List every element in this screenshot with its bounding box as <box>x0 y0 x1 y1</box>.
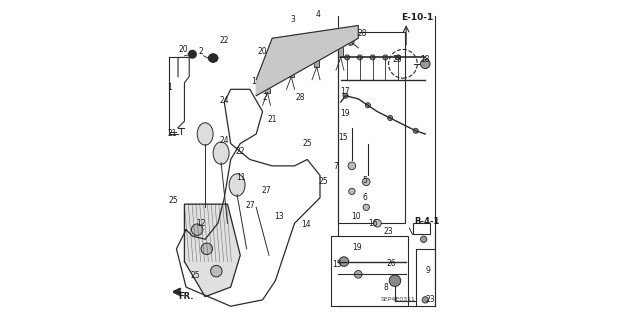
Circle shape <box>337 33 344 39</box>
Text: 17: 17 <box>340 87 349 96</box>
Text: 1: 1 <box>168 83 172 92</box>
Text: 21: 21 <box>168 129 177 138</box>
Text: 25: 25 <box>303 139 312 148</box>
Text: 6: 6 <box>362 193 367 202</box>
Text: 27: 27 <box>262 186 271 195</box>
Text: 25: 25 <box>191 271 200 280</box>
Text: 14: 14 <box>301 220 310 229</box>
Text: 23: 23 <box>426 295 436 304</box>
Circle shape <box>355 271 362 278</box>
Text: 5: 5 <box>362 176 367 185</box>
Text: 18: 18 <box>420 56 430 64</box>
Text: 27: 27 <box>245 201 255 210</box>
Text: 22: 22 <box>220 36 229 45</box>
Bar <box>338 38 343 57</box>
Ellipse shape <box>213 142 229 164</box>
Text: 8: 8 <box>383 283 388 292</box>
FancyBboxPatch shape <box>184 204 226 262</box>
Polygon shape <box>256 26 358 96</box>
Text: 24: 24 <box>220 136 229 145</box>
Text: 26: 26 <box>387 259 396 268</box>
Circle shape <box>396 55 401 60</box>
Circle shape <box>209 58 212 61</box>
Circle shape <box>365 103 371 108</box>
Text: 2: 2 <box>198 47 203 56</box>
Circle shape <box>343 93 348 98</box>
Circle shape <box>214 58 217 61</box>
Circle shape <box>374 219 381 227</box>
Bar <box>265 73 270 93</box>
Text: 23: 23 <box>384 227 394 236</box>
Circle shape <box>362 178 370 186</box>
Text: 3: 3 <box>291 15 296 24</box>
Text: FR.: FR. <box>178 292 193 300</box>
Text: 4: 4 <box>316 10 320 19</box>
Circle shape <box>370 55 375 60</box>
Text: E-10-1: E-10-1 <box>401 13 433 22</box>
Text: 1: 1 <box>252 77 256 86</box>
Bar <box>331 236 408 306</box>
Text: 16: 16 <box>369 219 378 228</box>
Ellipse shape <box>229 174 245 196</box>
Text: 25: 25 <box>168 197 178 205</box>
Circle shape <box>191 224 203 235</box>
Circle shape <box>212 59 215 62</box>
Circle shape <box>389 275 401 286</box>
Text: 13: 13 <box>274 212 284 221</box>
Circle shape <box>211 265 222 277</box>
Circle shape <box>314 42 320 48</box>
Text: 7: 7 <box>333 162 339 171</box>
Circle shape <box>349 188 355 195</box>
Text: 19: 19 <box>352 243 362 252</box>
Text: 9: 9 <box>426 266 431 275</box>
Circle shape <box>214 55 217 58</box>
Text: 23: 23 <box>393 56 403 64</box>
Circle shape <box>344 55 349 60</box>
Bar <box>337 32 404 223</box>
Text: 19: 19 <box>340 109 349 118</box>
Text: 22: 22 <box>236 147 245 156</box>
Circle shape <box>383 55 388 60</box>
Text: 25: 25 <box>319 177 328 186</box>
Text: 11: 11 <box>236 173 246 182</box>
Circle shape <box>209 56 212 60</box>
Text: 21: 21 <box>268 115 277 124</box>
Circle shape <box>264 68 271 74</box>
Text: 20: 20 <box>257 47 267 56</box>
Text: B-4-1: B-4-1 <box>415 217 440 226</box>
Circle shape <box>212 54 215 57</box>
Circle shape <box>189 50 196 58</box>
Text: 28: 28 <box>357 29 367 38</box>
Text: 12: 12 <box>196 219 205 228</box>
Circle shape <box>388 115 393 121</box>
Text: SEP4E0311: SEP4E0311 <box>381 297 415 302</box>
Circle shape <box>420 236 427 242</box>
Text: 10: 10 <box>351 212 360 221</box>
Text: 15: 15 <box>338 133 348 142</box>
Polygon shape <box>184 204 240 297</box>
Circle shape <box>339 257 349 266</box>
Text: 28: 28 <box>295 93 305 102</box>
Circle shape <box>357 55 362 60</box>
Circle shape <box>288 52 294 58</box>
Bar <box>314 48 319 67</box>
Text: 2: 2 <box>262 93 268 102</box>
Circle shape <box>422 297 428 303</box>
Ellipse shape <box>197 123 213 145</box>
Circle shape <box>413 128 419 133</box>
Circle shape <box>209 55 212 58</box>
Bar <box>289 57 294 77</box>
Circle shape <box>346 38 354 45</box>
Circle shape <box>215 56 218 60</box>
Circle shape <box>363 204 369 211</box>
Circle shape <box>201 243 212 255</box>
Circle shape <box>348 162 356 170</box>
Text: 15: 15 <box>332 260 342 269</box>
Bar <box>413 223 430 234</box>
Circle shape <box>420 59 430 69</box>
Text: 20: 20 <box>179 45 188 54</box>
Text: 24: 24 <box>220 96 229 105</box>
